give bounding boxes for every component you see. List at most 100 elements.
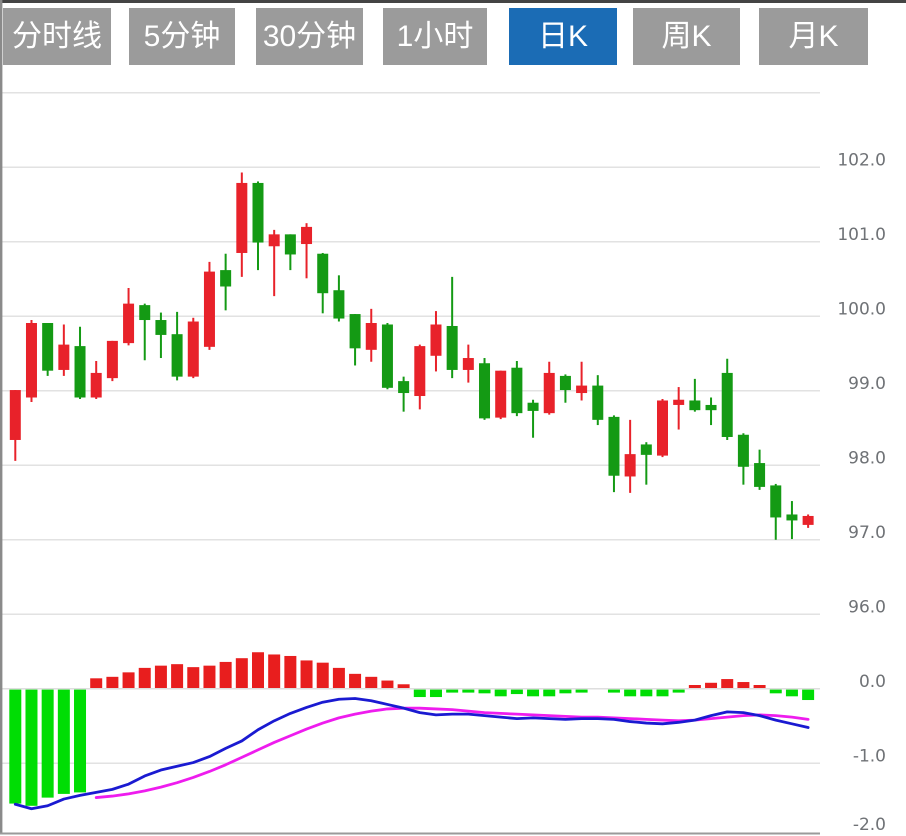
macd-histogram-bar [300, 660, 313, 688]
candle [802, 514, 814, 528]
macd-histogram-bar [705, 682, 718, 688]
candle [317, 252, 329, 314]
macd-histogram-bar [559, 689, 572, 694]
candle-body [786, 514, 798, 521]
candle-body [333, 290, 345, 319]
candle-body [673, 399, 685, 405]
candle-body [90, 372, 102, 398]
y-axis-label: 96.0 [848, 597, 886, 617]
macd-histogram [9, 652, 815, 806]
candle-body [187, 321, 199, 377]
candle-body [802, 515, 814, 525]
candle-body [301, 226, 313, 245]
macd-histogram-bar [688, 685, 701, 688]
tab-5min[interactable]: 5分钟 [129, 8, 235, 65]
dif-line [13, 697, 810, 811]
candle [203, 261, 215, 350]
macd-histogram-bar [769, 689, 782, 694]
candle [592, 375, 604, 426]
candle-body [139, 305, 151, 321]
candle [737, 433, 749, 485]
macd-histogram-bar [607, 689, 620, 693]
candle-body [511, 367, 523, 414]
y-axis-label: -1.0 [853, 746, 886, 766]
macd-histogram-bar [252, 652, 264, 688]
candle-body [689, 400, 701, 411]
candle-body [74, 346, 86, 398]
y-axis-label: 0.0 [859, 672, 886, 692]
macd-histogram-bar [429, 689, 442, 698]
candle [365, 308, 377, 362]
candle [657, 398, 668, 458]
candle-body [171, 334, 183, 377]
tab-30min[interactable]: 30分钟 [256, 8, 363, 65]
macd-histogram-bar [640, 689, 653, 697]
tab-weekly-k[interactable]: 周K [633, 8, 740, 65]
candle-body [42, 323, 54, 371]
macd-histogram-bar [122, 672, 135, 688]
candle [106, 340, 118, 382]
period-tab-bar: 分时线 5分钟 30分钟 1小时 日K 周K 月K [0, 0, 906, 72]
macd-histogram-bar [106, 676, 119, 688]
y-axis-label: 102.0 [837, 150, 886, 170]
candle-body [414, 346, 426, 397]
candle-body [657, 400, 668, 456]
candle [786, 501, 798, 540]
macd-histogram-bar [381, 680, 394, 688]
candle [689, 378, 701, 412]
macd-histogram-bar [154, 665, 167, 688]
candle [770, 483, 782, 540]
macd-histogram-bar [349, 673, 362, 688]
candle [187, 317, 199, 379]
y-axis-label: 98.0 [848, 448, 886, 468]
candle [155, 312, 167, 359]
candle [608, 415, 620, 493]
macd-histogram-bar [365, 676, 378, 688]
macd-histogram-bar [413, 689, 426, 698]
macd-histogram-bar [462, 689, 475, 693]
y-axis-label: 99.0 [848, 374, 886, 394]
macd-histogram-bar [478, 689, 491, 694]
candle-body [770, 485, 782, 518]
candle-body [268, 234, 280, 247]
candle [446, 276, 458, 379]
macd-histogram-bar [575, 689, 588, 693]
macd-histogram-bar [90, 678, 103, 688]
candle-body [721, 372, 733, 437]
candle-body [576, 385, 588, 394]
candle [333, 275, 345, 322]
macd-histogram-bar [624, 689, 637, 697]
candle [495, 370, 507, 420]
candle-body [754, 463, 766, 487]
candle-body [317, 253, 329, 294]
candle [414, 344, 426, 410]
candle [25, 320, 37, 402]
candle-body [9, 390, 21, 440]
candle [624, 419, 636, 493]
tab-daily-k[interactable]: 日K [509, 8, 617, 65]
candle [754, 449, 766, 490]
macd-histogram-bar [737, 682, 750, 688]
tab-1hour[interactable]: 1小时 [383, 8, 487, 65]
candle-body [624, 454, 636, 477]
macd-histogram-bar [494, 689, 507, 697]
candle [74, 326, 86, 399]
candle [268, 229, 280, 297]
y-axis-labels: 102.0 101.0 100.0 99.0 98.0 97.0 96.0 0.0 -1.0 -2… [837, 150, 886, 835]
candle [236, 172, 248, 277]
candle [349, 314, 361, 366]
candle-body [106, 340, 118, 379]
macd-histogram-bar [203, 665, 216, 688]
candle-body [203, 271, 215, 347]
tab-timeshare[interactable]: 分时线 [3, 8, 111, 65]
y-axis-label: 97.0 [848, 523, 886, 543]
macd-histogram-bar [527, 689, 540, 697]
tab-monthly-k[interactable]: 月K [759, 8, 868, 65]
candle [543, 361, 555, 415]
candle-body [608, 416, 620, 476]
candle-body [398, 381, 410, 394]
macd-histogram-bar [397, 684, 410, 688]
